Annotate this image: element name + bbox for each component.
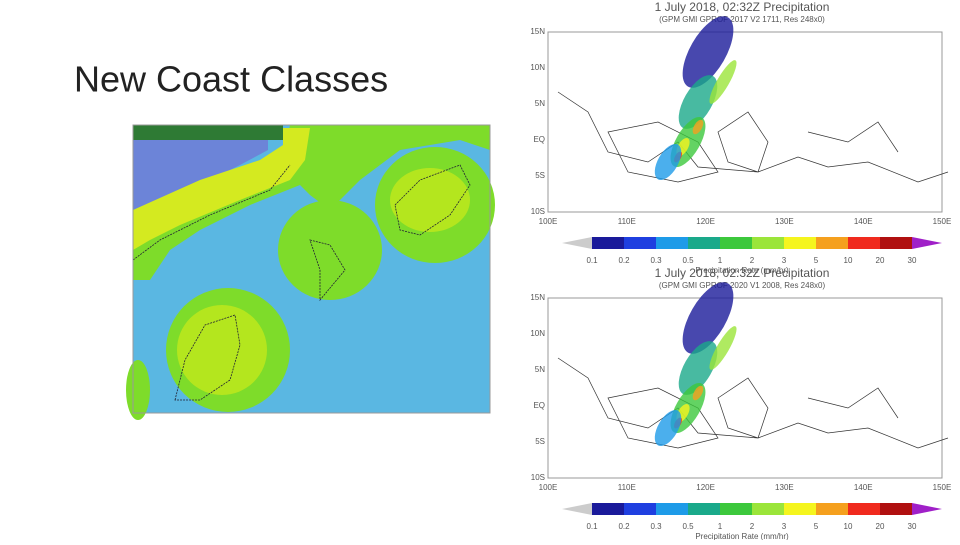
precip-area (678, 341, 718, 395)
colorbar-label: 0.1 (586, 522, 598, 531)
colorbar-end (562, 237, 592, 249)
colorbar-cell (816, 237, 848, 249)
panel-subtitle: (GPM GMI GPROF 2017 V2 1711, Res 248x0) (659, 15, 825, 24)
lat-label: 5S (535, 437, 545, 446)
precip-area (709, 326, 737, 370)
colorbar-cell (720, 237, 752, 249)
precip-panel: 1 July 2018, 02:32Z Precipitation(GPM GM… (530, 266, 952, 541)
colorbar-label: 0.1 (586, 256, 598, 265)
colorbar-label: 1 (718, 256, 723, 265)
slide-title: New Coast Classes (74, 59, 388, 100)
colorbar-cell (592, 503, 624, 515)
colorbar-label: 1 (718, 522, 723, 531)
colorbar-cell (656, 503, 688, 515)
colorbar-end (562, 503, 592, 515)
precip-area (692, 119, 704, 135)
lon-label: 100E (539, 483, 558, 492)
lon-label: 130E (775, 483, 794, 492)
lon-label: 140E (854, 217, 873, 226)
colorbar-cell (688, 503, 720, 515)
colorbar-cell (848, 503, 880, 515)
panel-title: 1 July 2018, 02:32Z Precipitation (655, 0, 830, 14)
map-frame (547, 297, 943, 479)
lon-label: 120E (696, 483, 715, 492)
colorbar-label: 20 (876, 522, 885, 531)
coast-class-map (126, 124, 495, 420)
lat-label: EQ (533, 401, 545, 410)
colorbar-cell (880, 237, 912, 249)
lat-label: 5N (535, 99, 545, 108)
colorbar-cell (848, 237, 880, 249)
lat-label: EQ (533, 135, 545, 144)
colorbar-title: Precipitation Rate (mm/hr) (695, 532, 789, 540)
colorbar-cell (784, 503, 816, 515)
coastline (557, 357, 949, 449)
colorbar-cell (624, 237, 656, 249)
colorbar-cell (752, 237, 784, 249)
colorbar-cell (624, 503, 656, 515)
lon-label: 150E (933, 483, 952, 492)
lat-label: 10N (530, 329, 545, 338)
lon-label: 100E (539, 217, 558, 226)
colorbar-label: 2 (750, 256, 755, 265)
colorbar-label: 0.2 (618, 256, 630, 265)
colorbar-label: 20 (876, 256, 885, 265)
precip-area (709, 60, 737, 104)
colorbar-label: 0.5 (682, 522, 694, 531)
colorbar-cell (752, 503, 784, 515)
colorbar-label: 0.2 (618, 522, 630, 531)
colorbar-label: 0.3 (650, 522, 662, 531)
lat-label: 10S (531, 207, 545, 216)
coastline (557, 91, 949, 183)
panel-title: 1 July 2018, 02:32Z Precipitation (655, 266, 830, 280)
colorbar-label: 5 (814, 522, 819, 531)
colorbar-label: 5 (814, 256, 819, 265)
lat-label: 5S (535, 171, 545, 180)
precip-area (678, 75, 718, 129)
colorbar-label: 30 (908, 522, 917, 531)
lat-label: 5N (535, 365, 545, 374)
lon-label: 140E (854, 483, 873, 492)
colorbar-label: 3 (782, 256, 787, 265)
colorbar-label: 2 (750, 522, 755, 531)
colorbar-label: 30 (908, 256, 917, 265)
colorbar-label: 3 (782, 522, 787, 531)
lat-label: 15N (530, 27, 545, 36)
colorbar-cell (656, 237, 688, 249)
precip-area (654, 143, 682, 181)
lon-label: 110E (618, 483, 636, 492)
lon-label: 150E (933, 217, 952, 226)
colorbar-label: 0.3 (650, 256, 662, 265)
lon-label: 120E (696, 217, 715, 226)
lat-label: 10S (531, 473, 545, 482)
colorbar-cell (688, 237, 720, 249)
colorbar-end (912, 237, 942, 249)
precip-area (654, 409, 682, 447)
colorbar-label: 10 (844, 256, 853, 265)
lat-label: 15N (530, 293, 545, 302)
precip-area (692, 385, 704, 401)
precip-area (682, 282, 734, 354)
map-frame (547, 31, 943, 213)
colorbar-cell (592, 237, 624, 249)
precip-area (682, 16, 734, 88)
colorbar-cell (784, 237, 816, 249)
precip-panel: 1 July 2018, 02:32Z Precipitation(GPM GM… (530, 0, 951, 275)
lat-label: 10N (530, 63, 545, 72)
colorbar-cell (880, 503, 912, 515)
colorbar-cell (720, 503, 752, 515)
colorbar-label: 0.5 (682, 256, 694, 265)
lon-label: 130E (775, 217, 794, 226)
panel-subtitle: (GPM GMI GPROF 2020 V1 2008, Res 248x0) (659, 281, 826, 290)
colorbar-end (912, 503, 942, 515)
colorbar-cell (816, 503, 848, 515)
colorbar-title: Precipitation Rate (mm/hr) (695, 266, 789, 275)
lon-label: 110E (618, 217, 636, 226)
colorbar-label: 10 (844, 522, 853, 531)
